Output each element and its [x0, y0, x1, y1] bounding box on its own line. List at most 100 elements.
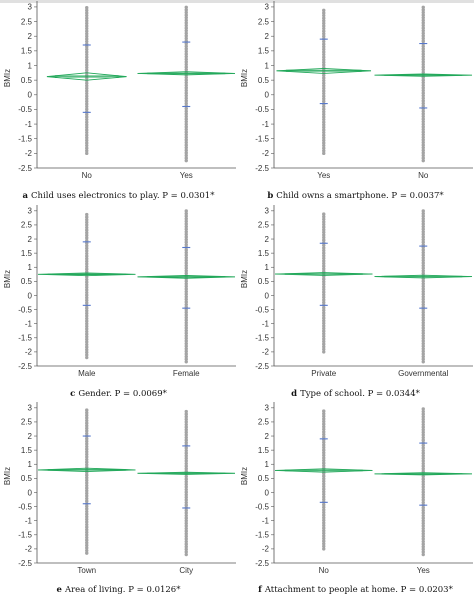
data-point [422, 407, 425, 410]
x-tick-label: Yes [317, 171, 330, 180]
caption-c-letter: c [70, 389, 75, 399]
data-point [322, 9, 325, 12]
caption-c: c Gender. P = 0.0069* [0, 389, 237, 399]
y-tick-label: -2.5 [255, 559, 269, 568]
chart-panel-c: 3 2.5 2 1.5 1 0.5 0 -0.5 -1 -1.5 -2 -2.5 BMIz Male Fem… [0, 201, 237, 386]
y-tick-label: 1 [28, 61, 33, 70]
caption-e-letter: e [57, 585, 62, 595]
y-tick-label: 3 [28, 207, 33, 216]
y-tick-label: 0 [265, 291, 270, 300]
y-tick-label: -0.5 [18, 502, 32, 511]
data-point [85, 213, 88, 216]
y-tick-label: -1.5 [18, 334, 32, 343]
data-point [422, 209, 425, 212]
y-axis-title: BMIz [240, 270, 249, 288]
y-tick-label: 0.5 [258, 76, 270, 85]
y-tick-label: -0.5 [255, 305, 269, 314]
data-point [422, 6, 425, 9]
y-tick-label: 1 [265, 61, 270, 70]
y-tick-label: -1.5 [255, 135, 269, 144]
y-tick-label: -1 [262, 120, 270, 129]
y-tick-label: 1 [28, 263, 33, 272]
caption-f-letter: f [258, 585, 262, 595]
x-tick-label: Yes [417, 566, 430, 575]
y-tick-label: -2.5 [255, 362, 269, 371]
x-tick-label: City [179, 566, 193, 575]
y-tick-label: -0.5 [18, 305, 32, 314]
data-point [85, 6, 88, 9]
y-tick-label: 0.5 [258, 277, 270, 286]
y-tick-label: 0 [28, 291, 33, 300]
y-tick-label: -2 [262, 149, 270, 158]
y-tick-label: 0 [265, 91, 270, 100]
caption-a-letter: a [23, 191, 29, 201]
y-tick-label: -1 [262, 516, 270, 525]
y-tick-label: 1.5 [21, 47, 33, 56]
y-tick-label: 2 [265, 32, 270, 41]
data-point [185, 410, 188, 413]
caption-e-text: Area of living. P = 0.0126* [65, 585, 180, 595]
y-tick-label: -2.5 [18, 559, 32, 568]
x-tick-label: Private [311, 369, 336, 378]
y-tick-label: 0.5 [21, 474, 33, 483]
y-tick-label: -1.5 [255, 531, 269, 540]
y-tick-label: -0.5 [18, 105, 32, 114]
y-tick-label: -2 [262, 545, 270, 554]
y-tick-label: -1 [25, 516, 33, 525]
y-tick-label: -2 [25, 348, 33, 357]
caption-d-letter: d [291, 389, 297, 399]
y-axis-title: BMIz [3, 467, 12, 485]
caption-c-text: Gender. P = 0.0069* [78, 389, 167, 399]
y-tick-label: 0 [265, 488, 270, 497]
y-tick-label: 2.5 [21, 221, 33, 230]
chart-panel-d: 3 2.5 2 1.5 1 0.5 0 -0.5 -1 -1.5 -2 -2.5 BMIz Private… [237, 201, 474, 386]
y-tick-label: 2 [28, 32, 33, 41]
y-axis-title: BMIz [240, 69, 249, 87]
caption-b: b Child owns a smartphone. P = 0.0037* [237, 191, 474, 201]
caption-b-letter: b [267, 191, 273, 201]
y-tick-label: -2 [25, 545, 33, 554]
y-tick-label: 3 [265, 207, 270, 216]
y-tick-label: 3 [265, 404, 270, 413]
x-tick-label: Governmental [398, 369, 448, 378]
y-tick-label: -2.5 [18, 362, 32, 371]
caption-f-text: Attachment to people at home. P = 0.0203… [265, 585, 453, 595]
y-tick-label: -0.5 [255, 502, 269, 511]
data-point [322, 212, 325, 215]
y-tick-label: 2.5 [21, 17, 33, 26]
y-tick-label: 2 [28, 235, 33, 244]
data-point [322, 409, 325, 412]
y-tick-label: -1.5 [18, 531, 32, 540]
y-tick-label: -2.5 [18, 164, 32, 173]
y-tick-label: 1.5 [21, 446, 33, 455]
y-tick-label: 0 [28, 91, 33, 100]
y-tick-label: -1 [262, 319, 270, 328]
y-tick-label: 1.5 [258, 446, 270, 455]
y-tick-label: 1 [28, 460, 33, 469]
y-tick-label: -1 [25, 120, 33, 129]
y-tick-label: 2.5 [21, 418, 33, 427]
x-tick-label: No [82, 171, 93, 180]
y-tick-label: -2 [25, 149, 33, 158]
y-tick-label: -1.5 [18, 135, 32, 144]
y-tick-label: 3 [28, 404, 33, 413]
y-tick-label: 1.5 [258, 47, 270, 56]
y-tick-label: -2.5 [255, 164, 269, 173]
caption-b-text: Child owns a smartphone. P = 0.0037* [276, 191, 443, 201]
y-axis-title: BMIz [3, 69, 12, 87]
chart-panel-a: 32.521.510.50-0.5-1-1.5-2-2.5BMIzNo Yes [0, 0, 237, 190]
caption-a: a Child uses electronics to play. P = 0.0… [0, 191, 237, 201]
y-tick-label: 3 [28, 3, 33, 12]
y-tick-label: 1 [265, 460, 270, 469]
y-tick-label: 1.5 [258, 249, 270, 258]
y-tick-label: -2 [262, 348, 270, 357]
y-tick-label: 0.5 [21, 277, 33, 286]
y-tick-label: 2.5 [258, 221, 270, 230]
data-point [185, 6, 188, 9]
y-tick-label: 2.5 [258, 418, 270, 427]
x-tick-label: Male [78, 369, 96, 378]
chart-panel-f: 32.521.510.50-0.5-1-1.5-2-2.5BMIzNo Yes [237, 399, 474, 582]
y-tick-label: 1 [265, 263, 270, 272]
x-tick-label: Town [77, 566, 96, 575]
y-tick-label: -1.5 [255, 334, 269, 343]
